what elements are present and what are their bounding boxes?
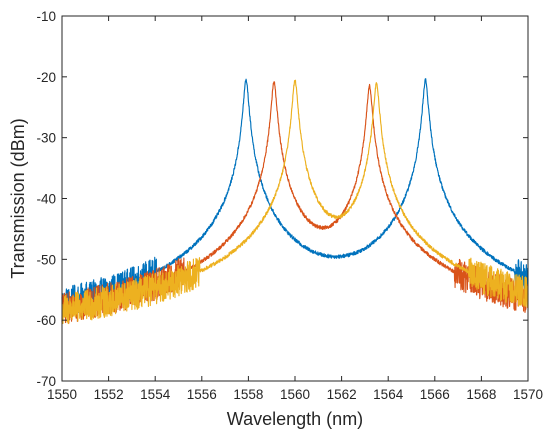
- x-tick-label: 1550: [47, 387, 77, 402]
- x-tick-label: 1562: [327, 387, 357, 402]
- x-tick-label: 1554: [140, 387, 171, 402]
- x-axis-label: Wavelength (nm): [227, 409, 363, 429]
- y-tick-label: -20: [36, 70, 56, 85]
- y-tick-label: -40: [36, 192, 56, 207]
- series-layer: [61, 78, 529, 325]
- y-tick-label: -30: [36, 131, 56, 146]
- x-tick-label: 1568: [466, 387, 496, 402]
- series-line-2: [61, 79, 529, 325]
- x-tick-label: 1564: [373, 387, 404, 402]
- y-tick-group: -70 -60 -50 -40 -30 -20 -10: [36, 9, 528, 389]
- y-tick-label: -50: [36, 252, 56, 267]
- x-tick-label: 1552: [94, 387, 124, 402]
- x-tick-label: 1560: [280, 387, 310, 402]
- x-tick-label: 1558: [233, 387, 263, 402]
- y-tick-label: -70: [36, 374, 56, 389]
- x-tick-label: 1570: [513, 387, 543, 402]
- x-tick-label: 1556: [187, 387, 217, 402]
- y-tick-label: -60: [36, 313, 56, 328]
- y-tick-label: -10: [36, 9, 56, 24]
- x-tick-label: 1566: [420, 387, 450, 402]
- x-tick-group: 1550 1552 1554 1556 1558 1560 1562 1564 1566 1568…: [47, 16, 543, 402]
- y-axis-label: Transmission (dBm): [8, 118, 28, 278]
